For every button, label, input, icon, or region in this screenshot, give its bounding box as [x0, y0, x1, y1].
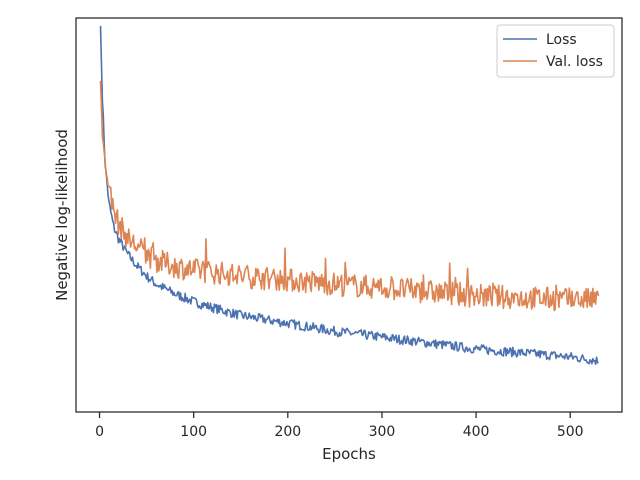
- x-tick-label: 300: [369, 424, 396, 440]
- plot-area: [99, 25, 600, 366]
- series-line-loss: [99, 25, 599, 366]
- x-tick-label: 200: [274, 424, 301, 440]
- x-tick-label: 0: [95, 424, 104, 440]
- legend: Loss Val. loss: [496, 24, 615, 78]
- legend-frame: [496, 24, 615, 78]
- legend-label-loss: Loss: [546, 32, 577, 48]
- x-axis-label: Epochs: [322, 445, 376, 463]
- x-tick-label: 400: [463, 424, 490, 440]
- x-tick-label: 500: [557, 424, 584, 440]
- x-tick-label: 100: [180, 424, 207, 440]
- y-axis-label: Negative log-likelihood: [53, 129, 71, 301]
- x-axis-ticks: 0 100 200 300 400 500: [95, 412, 584, 440]
- series-line-val-loss: [99, 80, 600, 312]
- legend-label-val-loss: Val. loss: [546, 54, 603, 70]
- axes-frame: [75, 17, 623, 413]
